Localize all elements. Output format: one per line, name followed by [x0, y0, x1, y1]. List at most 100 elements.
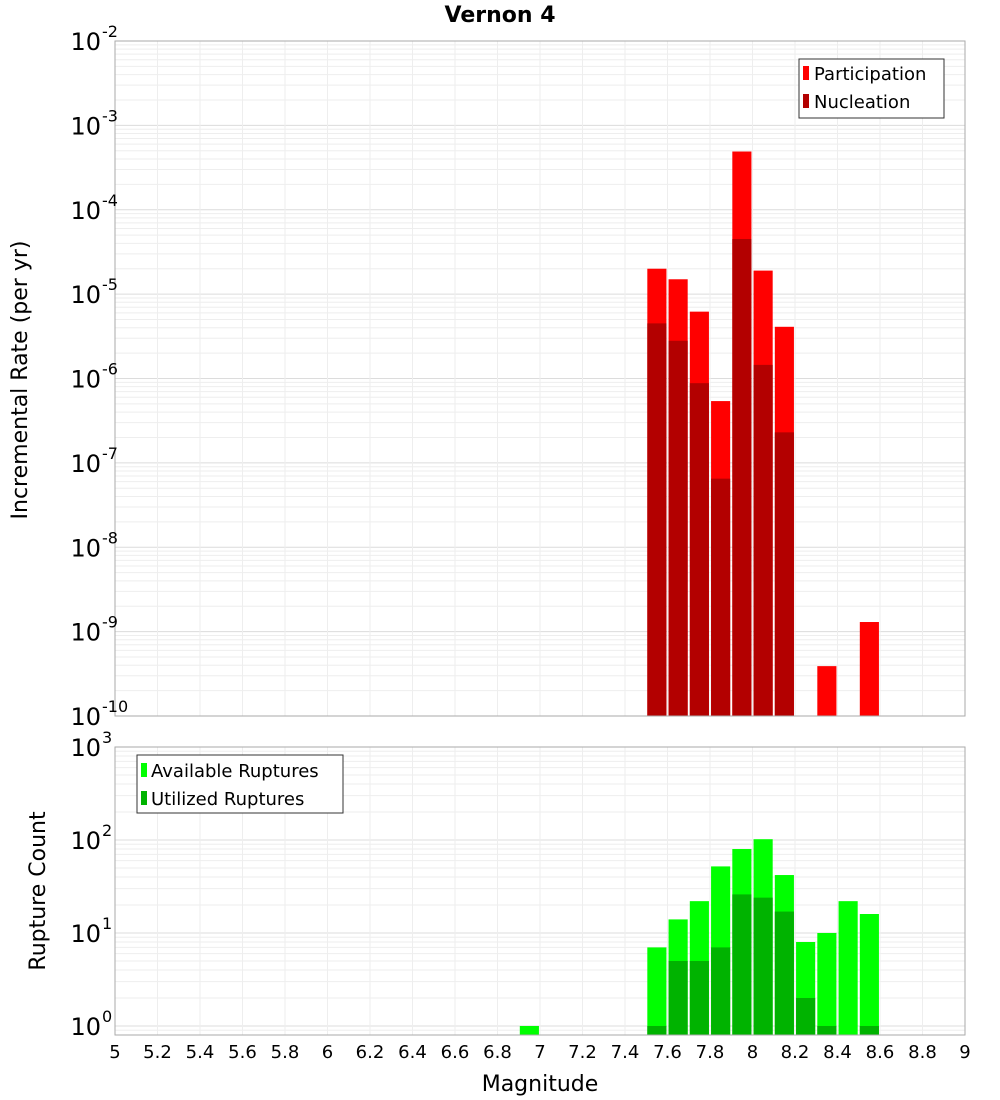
top-y-tick-base: 10 [70, 619, 101, 647]
bottom-bar-available-ruptures [838, 901, 858, 1035]
top-plot: 10-210-310-410-510-610-710-810-910-10 In… [8, 22, 966, 731]
x-tick-label: 6.6 [441, 1042, 470, 1063]
top-y-tick-base: 10 [70, 534, 101, 562]
x-ticks: 5 5.2 5.4 5.6 5.8 6 6.2 6.4 6.6 6.8 7 7.2 7.4 7.6 7.8 8… [109, 1042, 970, 1063]
top-y-tick: 10 -3 [70, 106, 118, 140]
x-tick-label: 7.4 [611, 1042, 640, 1063]
x-tick-label: 8.4 [823, 1042, 852, 1063]
top-y-tick-exponent: -9 [102, 613, 118, 632]
top-plot-frame [114, 40, 966, 717]
top-y-tick-exponent: -10 [102, 697, 128, 716]
bottom-bar-utilized-ruptures [859, 1025, 879, 1035]
top-bars [647, 151, 879, 716]
bottom-legend-box [136, 754, 344, 814]
x-axis-label: Magnitude [482, 1072, 599, 1097]
x-tick-label: 5.6 [228, 1042, 257, 1063]
top-y-tick-base: 10 [70, 450, 101, 478]
legend-label-participation: Participation [814, 64, 926, 85]
bottom-y-tick-base: 10 [70, 1013, 101, 1041]
x-tick-label: 5.2 [143, 1042, 172, 1063]
top-y-tick-base: 10 [70, 366, 101, 394]
x-tick-label: 6.8 [483, 1042, 512, 1063]
top-y-tick-base: 10 [70, 28, 101, 56]
top-bar-nucleation [774, 432, 794, 716]
top-y-tick-exponent: -4 [102, 191, 118, 210]
top-y-tick: 10 -8 [70, 528, 118, 562]
top-y-tick: 10 -6 [70, 360, 118, 394]
bottom-y-tick-exponent: 0 [102, 1007, 112, 1026]
bottom-bar-utilized-ruptures [774, 911, 794, 1035]
bottom-bar-available-ruptures [817, 932, 837, 1035]
bottom-y-tick-base: 10 [70, 920, 101, 948]
bottom-bar-utilized-ruptures [668, 960, 688, 1035]
top-y-tick: 10 -4 [70, 191, 118, 225]
legend-label-available: Available Ruptures [151, 761, 319, 782]
x-tick-label: 9 [959, 1042, 970, 1063]
top-legend-box [798, 58, 945, 119]
top-y-tick-exponent: -2 [102, 22, 118, 41]
bottom-bar-utilized-ruptures [732, 894, 752, 1035]
top-y-tick-base: 10 [70, 281, 101, 309]
top-y-tick-base: 10 [70, 703, 101, 731]
x-tick-label: 5.8 [271, 1042, 300, 1063]
bottom-y-tick: 10 3 [70, 728, 112, 762]
legend-swatch-available [141, 763, 147, 777]
bottom-y-tick-exponent: 1 [102, 914, 112, 933]
top-legend: Participation Nucleation [798, 58, 945, 119]
bottom-bar-utilized-ruptures [647, 1025, 667, 1035]
bottom-bars [519, 839, 879, 1035]
top-y-tick: 10 -5 [70, 275, 118, 309]
top-y-axis-label: Incremental Rate (per yr) [8, 241, 33, 520]
bottom-bar-utilized-ruptures [817, 1025, 837, 1035]
top-bar-nucleation [647, 323, 667, 716]
legend-label-utilized: Utilized Ruptures [151, 789, 304, 810]
legend-swatch-nucleation [803, 94, 809, 108]
top-bar-nucleation [732, 239, 752, 716]
top-y-tick-base: 10 [70, 197, 101, 225]
top-y-tick-exponent: -3 [102, 106, 118, 125]
x-tick-label: 6 [322, 1042, 333, 1063]
legend-label-nucleation: Nucleation [814, 92, 910, 113]
bottom-bar-utilized-ruptures [796, 997, 816, 1035]
bottom-bar-utilized-ruptures [753, 897, 773, 1035]
x-tick-label: 7 [534, 1042, 545, 1063]
bottom-bar-utilized-ruptures [711, 947, 731, 1035]
x-tick-label: 7.6 [653, 1042, 682, 1063]
top-bar-nucleation [711, 478, 731, 716]
x-tick-label: 6.4 [398, 1042, 427, 1063]
top-bar-nucleation [668, 340, 688, 716]
bottom-y-tick-base: 10 [70, 827, 101, 855]
legend-swatch-utilized [141, 791, 147, 805]
bottom-bar-utilized-ruptures [689, 960, 709, 1035]
x-tick-label: 8.2 [781, 1042, 810, 1063]
top-y-tick-base: 10 [70, 112, 101, 140]
bottom-y-tick-exponent: 3 [102, 728, 112, 747]
top-y-tick-exponent: -5 [102, 275, 118, 294]
top-y-tick: 10 -7 [70, 444, 118, 478]
x-tick-label: 6.2 [356, 1042, 385, 1063]
x-tick-label: 5 [109, 1042, 120, 1063]
bottom-bar-available-ruptures [647, 947, 667, 1035]
top-y-ticks: 10-210-310-410-510-610-710-810-910-10 [70, 22, 128, 731]
top-y-tick: 10 -10 [70, 697, 128, 731]
top-y-tick-exponent: -8 [102, 528, 118, 547]
x-tick-label: 7.8 [696, 1042, 725, 1063]
x-tick-label: 8 [747, 1042, 758, 1063]
top-bar-participation [859, 622, 879, 716]
bottom-y-tick: 10 2 [70, 821, 112, 855]
bottom-bar-available-ruptures [519, 1025, 539, 1035]
bottom-plot-frame [114, 746, 966, 1036]
x-tick-label: 8.6 [866, 1042, 895, 1063]
bottom-y-axis-label: Rupture Count [26, 811, 51, 971]
top-bar-nucleation [753, 364, 773, 716]
x-tick-label: 7.2 [568, 1042, 597, 1063]
bottom-y-tick: 10 1 [70, 914, 112, 948]
top-y-tick: 10 -2 [70, 22, 118, 56]
bottom-y-tick-exponent: 2 [102, 821, 112, 840]
top-gridlines [114, 41, 966, 717]
x-tick-label: 8.8 [908, 1042, 937, 1063]
top-bar-nucleation [689, 383, 709, 716]
